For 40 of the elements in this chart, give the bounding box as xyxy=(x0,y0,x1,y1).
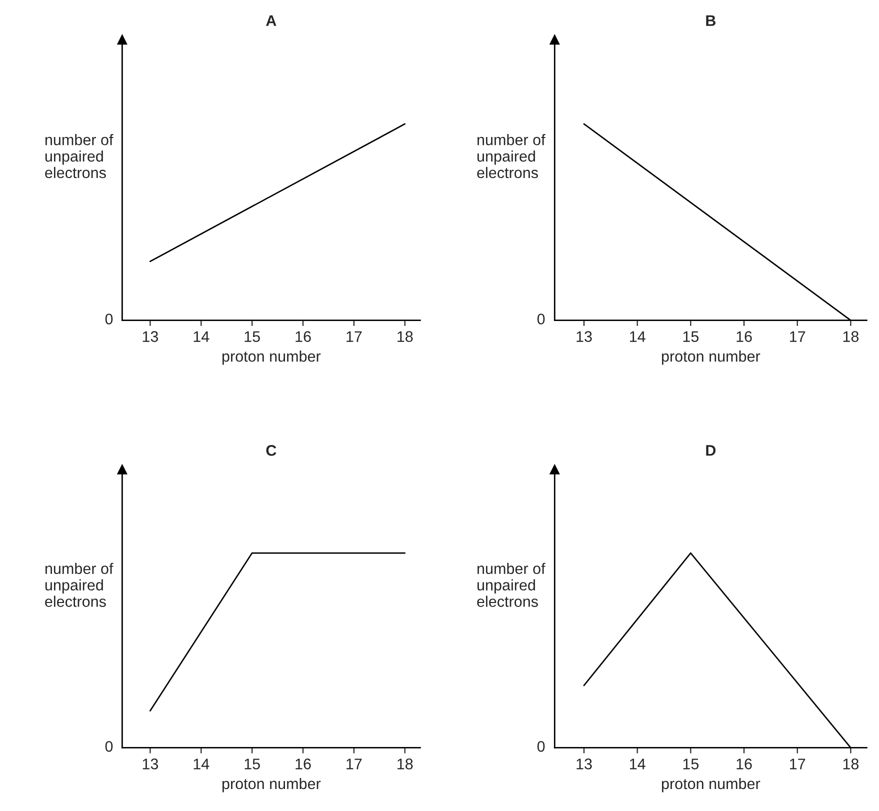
x-tick-label: 16 xyxy=(296,758,311,770)
x-tick-label: 14 xyxy=(630,758,646,770)
x-tick-label: 17 xyxy=(790,331,806,342)
x-tick-label: 13 xyxy=(142,331,158,342)
x-tick-label: 16 xyxy=(736,758,752,770)
text: 0 xyxy=(537,314,545,324)
chart-title: B xyxy=(706,15,716,26)
x-tick-label: 17 xyxy=(790,758,806,770)
x-tick-label: 15 xyxy=(244,758,260,770)
x-tick-label: 18 xyxy=(398,331,413,342)
y-axis-title: number of unpaired electrons xyxy=(45,562,114,607)
x-tick-label: 16 xyxy=(296,331,311,342)
x-tick-label: 13 xyxy=(576,331,592,342)
x-tick-label: 14 xyxy=(194,758,210,770)
text: 0 xyxy=(537,741,545,752)
y-axis-title: number of unpaired electrons xyxy=(45,134,114,178)
chart-title: D xyxy=(706,445,716,456)
x-tick-label: 18 xyxy=(843,758,859,770)
text: 0 xyxy=(105,314,113,324)
x-axis-title: proton number xyxy=(662,778,760,792)
x-tick-label: 17 xyxy=(346,758,362,770)
text: 0 xyxy=(105,741,113,752)
x-tick-label: 17 xyxy=(346,331,362,342)
x-tick-label: 13 xyxy=(142,758,158,770)
y-axis-title: number of unpaired electrons xyxy=(477,134,546,178)
x-axis-title: proton number xyxy=(662,350,760,365)
x-axis-title: proton number xyxy=(222,778,321,792)
x-tick-label: 15 xyxy=(683,758,699,770)
x-axis-title: proton number xyxy=(222,350,321,365)
x-tick-label: 16 xyxy=(736,331,752,342)
x-tick-label: 13 xyxy=(576,758,592,770)
x-tick-label: 15 xyxy=(244,331,260,342)
x-tick-label: 18 xyxy=(398,758,413,770)
chart-title: A xyxy=(266,15,276,26)
x-tick-label: 18 xyxy=(843,331,859,342)
x-tick-label: 15 xyxy=(683,331,699,342)
x-tick-label: 14 xyxy=(630,331,646,342)
x-tick-label: 14 xyxy=(194,331,210,342)
chart-title: C xyxy=(266,445,276,456)
y-axis-title: number of unpaired electrons xyxy=(477,562,546,607)
